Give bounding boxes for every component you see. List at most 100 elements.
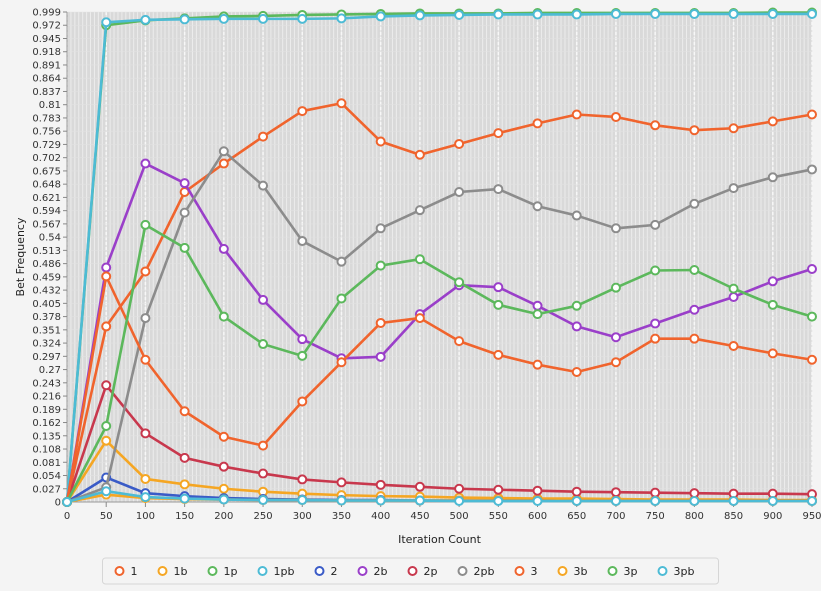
data-point-2pb[interactable] [297, 236, 308, 247]
data-point-1[interactable] [297, 106, 308, 117]
data-point-2pb[interactable] [336, 256, 347, 267]
data-point-3p[interactable] [728, 283, 739, 294]
legend[interactable]: 1 1b 1p 1pb 2 2b 2p 2pb 3 3b 3p 3pb [102, 557, 719, 585]
data-point-1pb[interactable] [767, 8, 778, 19]
data-point-3[interactable] [258, 440, 269, 451]
data-point-1[interactable] [767, 116, 778, 127]
data-point-1[interactable] [218, 158, 229, 169]
data-point-1pb[interactable] [375, 11, 386, 22]
data-point-3[interactable] [454, 336, 465, 347]
data-point-1pb[interactable] [140, 14, 151, 25]
data-point-2p[interactable] [218, 461, 229, 472]
data-point-3[interactable] [728, 341, 739, 352]
data-point-2pb[interactable] [258, 180, 269, 191]
data-point-1pb[interactable] [414, 10, 425, 21]
data-point-2p[interactable] [140, 428, 151, 439]
data-point-2pb[interactable] [689, 198, 700, 209]
data-point-2p[interactable] [101, 380, 112, 391]
data-point-2pb[interactable] [218, 146, 229, 157]
data-point-2p[interactable] [336, 477, 347, 488]
data-point-3pb[interactable] [62, 497, 72, 507]
data-point-1pb[interactable] [101, 17, 112, 28]
data-point-3pb[interactable] [179, 493, 190, 504]
data-point-3[interactable] [297, 396, 308, 407]
data-point-2p[interactable] [650, 487, 661, 498]
data-point-3[interactable] [336, 357, 347, 368]
data-point-3p[interactable] [610, 282, 621, 293]
data-point-3pb[interactable] [807, 496, 817, 507]
data-point-3p[interactable] [297, 350, 308, 361]
data-point-3p[interactable] [689, 264, 700, 275]
data-point-2b[interactable] [179, 178, 190, 189]
data-point-1pb[interactable] [297, 13, 308, 24]
data-point-3p[interactable] [454, 277, 465, 288]
data-point-2pb[interactable] [454, 187, 465, 198]
data-point-1[interactable] [493, 128, 504, 139]
data-point-2b[interactable] [689, 304, 700, 315]
data-point-1b[interactable] [101, 435, 112, 446]
data-point-3[interactable] [493, 349, 504, 360]
data-point-3p[interactable] [650, 265, 661, 276]
data-point-3[interactable] [650, 333, 661, 344]
data-point-3[interactable] [375, 317, 386, 328]
data-point-2b[interactable] [532, 300, 543, 311]
legend-item-2[interactable]: 2 [314, 565, 338, 578]
data-point-2pb[interactable] [807, 164, 817, 175]
data-point-2p[interactable] [689, 488, 700, 499]
data-point-2b[interactable] [728, 291, 739, 302]
data-point-2pb[interactable] [179, 207, 190, 218]
data-point-1[interactable] [454, 138, 465, 149]
data-point-2b[interactable] [297, 334, 308, 345]
data-point-1pb[interactable] [336, 13, 347, 24]
data-point-2b[interactable] [571, 321, 582, 332]
data-point-3p[interactable] [807, 311, 817, 322]
data-point-3p[interactable] [532, 309, 543, 320]
data-point-2p[interactable] [454, 483, 465, 494]
data-point-2pb[interactable] [650, 219, 661, 230]
data-point-3pb[interactable] [336, 495, 347, 506]
data-point-1pb[interactable] [571, 9, 582, 20]
data-point-3[interactable] [179, 406, 190, 417]
data-point-3pb[interactable] [140, 492, 151, 503]
data-point-1[interactable] [414, 149, 425, 160]
data-point-3p[interactable] [767, 299, 778, 310]
data-point-2p[interactable] [179, 452, 190, 463]
data-point-1pb[interactable] [493, 9, 504, 20]
data-point-3p[interactable] [218, 311, 229, 322]
data-point-2b[interactable] [375, 351, 386, 362]
data-point-2pb[interactable] [767, 172, 778, 183]
data-point-2pb[interactable] [610, 223, 621, 234]
data-point-1pb[interactable] [454, 9, 465, 20]
data-point-3p[interactable] [571, 300, 582, 311]
data-point-3pb[interactable] [532, 496, 543, 507]
data-point-1[interactable] [571, 109, 582, 120]
data-point-2pb[interactable] [571, 210, 582, 221]
data-point-1[interactable] [807, 109, 817, 120]
data-point-2pb[interactable] [493, 184, 504, 195]
data-point-1[interactable] [375, 136, 386, 147]
data-point-2pb[interactable] [140, 313, 151, 324]
data-point-1pb[interactable] [179, 14, 190, 25]
data-point-1[interactable] [101, 321, 112, 332]
data-point-1[interactable] [689, 125, 700, 136]
data-point-3[interactable] [610, 357, 621, 368]
data-point-2b[interactable] [493, 282, 504, 293]
data-point-1pb[interactable] [610, 8, 621, 19]
data-point-3pb[interactable] [610, 496, 621, 507]
legend-item-3b[interactable]: 3b [557, 565, 588, 578]
legend-item-3[interactable]: 3 [514, 565, 538, 578]
data-point-3[interactable] [140, 354, 151, 365]
data-point-2p[interactable] [414, 481, 425, 492]
data-point-2p[interactable] [610, 487, 621, 498]
data-point-2p[interactable] [493, 484, 504, 495]
data-point-1[interactable] [258, 131, 269, 142]
legend-item-1b[interactable]: 1b [157, 565, 188, 578]
data-point-3[interactable] [767, 348, 778, 359]
data-point-3[interactable] [218, 431, 229, 442]
legend-item-2b[interactable]: 2b [357, 565, 388, 578]
data-point-1[interactable] [140, 266, 151, 277]
legend-item-1pb[interactable]: 1pb [257, 565, 295, 578]
data-point-2b[interactable] [140, 158, 151, 169]
data-point-2b[interactable] [650, 318, 661, 329]
data-point-1[interactable] [728, 123, 739, 134]
